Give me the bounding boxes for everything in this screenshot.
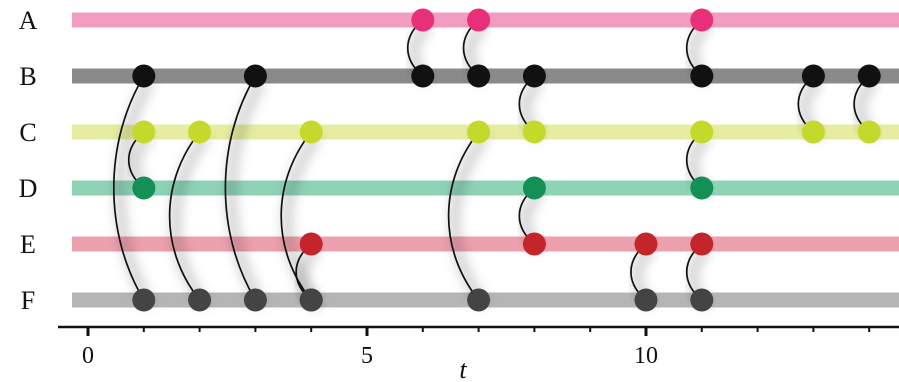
contact-node-e bbox=[634, 232, 658, 256]
contact-node-b bbox=[132, 64, 156, 88]
edge-shadow bbox=[450, 134, 489, 308]
contact-edge-c-f bbox=[168, 131, 201, 301]
contact-node-f bbox=[132, 288, 156, 312]
edge-shadow bbox=[115, 78, 154, 308]
contact-node-b bbox=[243, 64, 267, 88]
contact-node-c bbox=[467, 120, 491, 144]
contact-node-c bbox=[132, 120, 156, 144]
contact-node-f bbox=[188, 288, 212, 312]
contact-node-c bbox=[857, 120, 881, 144]
row-label-f: F bbox=[21, 286, 35, 315]
contact-node-a bbox=[467, 8, 491, 32]
contact-node-c bbox=[522, 120, 546, 144]
contact-edges bbox=[112, 19, 870, 301]
contact-node-a bbox=[411, 8, 435, 32]
edge-shadows bbox=[115, 21, 879, 309]
contact-edge-c-f bbox=[280, 131, 312, 301]
contact-edge-b-f bbox=[112, 75, 145, 301]
tick-label: 5 bbox=[361, 343, 373, 369]
contact-node-c bbox=[188, 120, 212, 144]
contact-node-c bbox=[801, 120, 825, 144]
contact-node-e bbox=[299, 232, 323, 256]
timeline-rows bbox=[72, 12, 899, 308]
row-label-d: D bbox=[19, 174, 38, 203]
contact-nodes bbox=[132, 8, 881, 312]
contact-edge-b-f bbox=[224, 75, 257, 301]
contact-node-b bbox=[690, 64, 714, 88]
edge-shadow bbox=[171, 134, 210, 308]
contact-node-b bbox=[801, 64, 825, 88]
contact-node-d bbox=[132, 176, 156, 200]
contact-edge-c-f bbox=[447, 131, 480, 301]
axis-label: t bbox=[459, 355, 467, 382]
contact-node-f bbox=[634, 288, 658, 312]
contact-node-a bbox=[690, 8, 714, 32]
contact-node-b bbox=[411, 64, 435, 88]
row-label-e: E bbox=[20, 230, 36, 259]
contact-node-d bbox=[522, 176, 546, 200]
contact-node-f bbox=[690, 288, 714, 312]
contact-node-f bbox=[299, 288, 323, 312]
contact-node-d bbox=[690, 176, 714, 200]
contact-node-e bbox=[690, 232, 714, 256]
row-label-c: C bbox=[19, 118, 36, 147]
contact-node-b bbox=[857, 64, 881, 88]
row-label-a: A bbox=[19, 6, 38, 35]
edge-shadow bbox=[226, 78, 266, 308]
row-label-b: B bbox=[19, 62, 36, 91]
contact-node-b bbox=[467, 64, 491, 88]
contact-node-f bbox=[467, 288, 491, 312]
contact-node-c bbox=[299, 120, 323, 144]
contact-node-f bbox=[243, 288, 267, 312]
axis-ticks: 0 5 10 bbox=[82, 327, 871, 369]
contact-node-e bbox=[522, 232, 546, 256]
contact-node-b bbox=[522, 64, 546, 88]
tick-label: 0 bbox=[82, 343, 94, 369]
contact-node-c bbox=[690, 120, 714, 144]
tick-label: 10 bbox=[634, 343, 658, 369]
time-axis: 0 5 10 t bbox=[58, 325, 899, 382]
